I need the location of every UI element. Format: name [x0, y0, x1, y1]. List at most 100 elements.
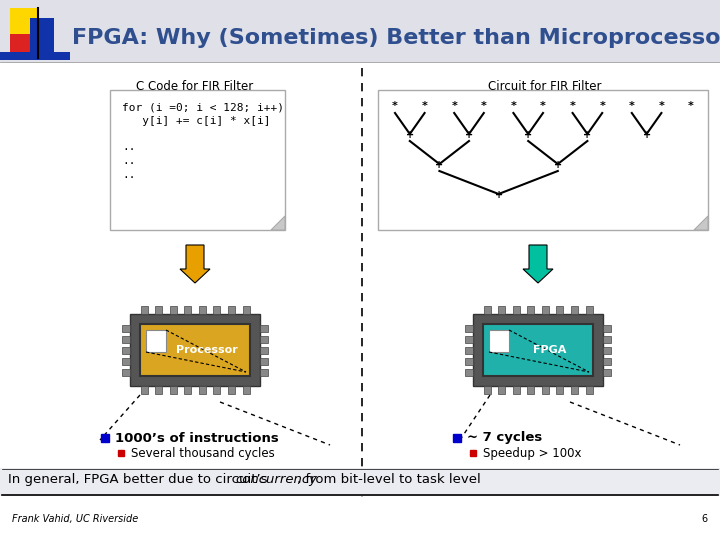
Text: *: * — [659, 101, 665, 111]
FancyBboxPatch shape — [170, 386, 176, 394]
Text: FPGA: Why (Sometimes) Better than Microprocessor: FPGA: Why (Sometimes) Better than Microp… — [72, 28, 720, 48]
Text: *: * — [392, 101, 398, 111]
FancyBboxPatch shape — [571, 306, 578, 314]
FancyBboxPatch shape — [170, 306, 176, 314]
FancyBboxPatch shape — [260, 368, 268, 375]
FancyBboxPatch shape — [155, 306, 162, 314]
Text: ..: .. — [122, 156, 135, 166]
Text: Circuit for FIR Filter: Circuit for FIR Filter — [488, 80, 602, 93]
FancyBboxPatch shape — [0, 498, 720, 540]
FancyBboxPatch shape — [213, 386, 220, 394]
FancyBboxPatch shape — [487, 328, 597, 380]
FancyBboxPatch shape — [483, 324, 593, 376]
Text: , from bit-level to task level: , from bit-level to task level — [297, 474, 480, 487]
FancyBboxPatch shape — [260, 357, 268, 364]
FancyBboxPatch shape — [260, 335, 268, 342]
FancyBboxPatch shape — [527, 386, 534, 394]
FancyBboxPatch shape — [0, 0, 720, 62]
Text: ..: .. — [122, 142, 135, 152]
Text: *: * — [570, 101, 575, 111]
FancyBboxPatch shape — [243, 386, 250, 394]
FancyBboxPatch shape — [498, 386, 505, 394]
Text: +: + — [495, 190, 503, 200]
FancyBboxPatch shape — [603, 368, 611, 375]
FancyBboxPatch shape — [527, 306, 534, 314]
Text: +: + — [406, 130, 414, 140]
FancyBboxPatch shape — [0, 52, 70, 60]
FancyBboxPatch shape — [260, 347, 268, 354]
FancyBboxPatch shape — [228, 386, 235, 394]
FancyBboxPatch shape — [122, 335, 130, 342]
FancyBboxPatch shape — [122, 368, 130, 375]
Text: for (i =0; i < 128; i++): for (i =0; i < 128; i++) — [122, 102, 284, 112]
FancyBboxPatch shape — [484, 306, 490, 314]
FancyBboxPatch shape — [184, 386, 192, 394]
Text: *: * — [451, 101, 457, 111]
FancyBboxPatch shape — [585, 386, 593, 394]
FancyBboxPatch shape — [465, 368, 473, 375]
FancyBboxPatch shape — [498, 306, 505, 314]
Text: +: + — [436, 160, 444, 170]
Text: *: * — [688, 101, 694, 111]
FancyBboxPatch shape — [213, 306, 220, 314]
Text: +: + — [642, 130, 651, 140]
FancyArrow shape — [523, 245, 553, 283]
FancyBboxPatch shape — [10, 8, 38, 36]
FancyBboxPatch shape — [140, 324, 250, 376]
Polygon shape — [694, 216, 708, 230]
Text: +: + — [583, 130, 591, 140]
FancyBboxPatch shape — [199, 306, 206, 314]
Text: 6: 6 — [702, 514, 708, 524]
FancyBboxPatch shape — [140, 386, 148, 394]
FancyBboxPatch shape — [465, 347, 473, 354]
FancyBboxPatch shape — [146, 330, 166, 352]
FancyBboxPatch shape — [110, 90, 285, 230]
Text: C Code for FIR Filter: C Code for FIR Filter — [136, 80, 253, 93]
Text: +: + — [554, 160, 562, 170]
FancyBboxPatch shape — [122, 325, 130, 332]
Text: *: * — [422, 101, 428, 111]
FancyBboxPatch shape — [603, 325, 611, 332]
Text: Processor: Processor — [176, 345, 238, 355]
FancyBboxPatch shape — [10, 34, 38, 58]
FancyBboxPatch shape — [513, 386, 520, 394]
FancyBboxPatch shape — [140, 306, 148, 314]
Text: 1000’s of instructions: 1000’s of instructions — [115, 431, 279, 444]
Text: *: * — [481, 101, 487, 111]
FancyBboxPatch shape — [541, 386, 549, 394]
FancyBboxPatch shape — [603, 347, 611, 354]
FancyBboxPatch shape — [585, 306, 593, 314]
FancyBboxPatch shape — [155, 386, 162, 394]
FancyBboxPatch shape — [541, 306, 549, 314]
Text: Several thousand cycles: Several thousand cycles — [131, 447, 275, 460]
Text: *: * — [510, 101, 516, 111]
FancyBboxPatch shape — [484, 386, 490, 394]
Text: y[i] += c[i] * x[i]: y[i] += c[i] * x[i] — [122, 116, 271, 126]
FancyBboxPatch shape — [199, 386, 206, 394]
FancyBboxPatch shape — [378, 90, 708, 230]
FancyBboxPatch shape — [557, 386, 563, 394]
FancyBboxPatch shape — [243, 306, 250, 314]
Text: *: * — [540, 101, 546, 111]
FancyBboxPatch shape — [0, 468, 720, 496]
Text: concurrency: concurrency — [235, 474, 318, 487]
FancyBboxPatch shape — [465, 335, 473, 342]
FancyArrow shape — [180, 245, 210, 283]
FancyBboxPatch shape — [465, 325, 473, 332]
FancyBboxPatch shape — [144, 328, 254, 380]
FancyBboxPatch shape — [228, 306, 235, 314]
Text: ..: .. — [122, 170, 135, 180]
FancyBboxPatch shape — [465, 357, 473, 364]
Text: +: + — [524, 130, 532, 140]
Text: FPGA: FPGA — [534, 345, 567, 355]
Text: +: + — [465, 130, 473, 140]
FancyBboxPatch shape — [603, 335, 611, 342]
FancyBboxPatch shape — [130, 314, 260, 386]
Text: Frank Vahid, UC Riverside: Frank Vahid, UC Riverside — [12, 514, 138, 524]
Text: *: * — [599, 101, 605, 111]
Polygon shape — [271, 216, 285, 230]
FancyBboxPatch shape — [571, 386, 578, 394]
FancyBboxPatch shape — [603, 357, 611, 364]
Text: In general, FPGA better due to circuit’s: In general, FPGA better due to circuit’s — [8, 474, 271, 487]
FancyBboxPatch shape — [184, 306, 192, 314]
